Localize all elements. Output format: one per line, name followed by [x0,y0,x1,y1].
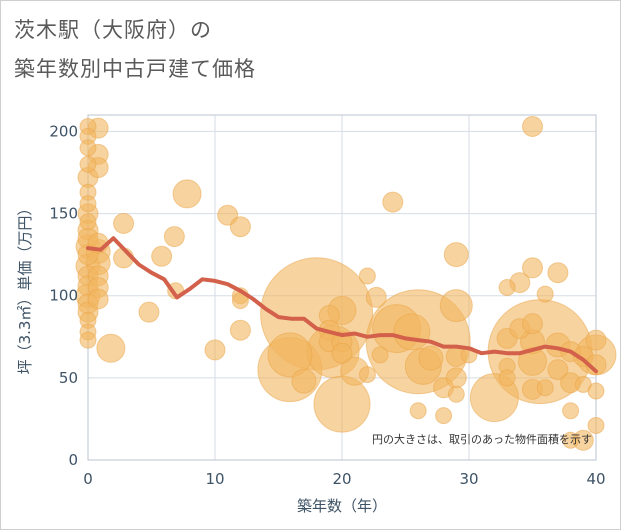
bubble [229,319,251,341]
bubble [365,286,387,308]
bubble [331,342,353,364]
x-tick-labels: 0 10 20 30 40 [83,470,605,488]
y-tick-label: 200 [49,122,78,140]
bubble [163,226,185,248]
trend-line [86,236,598,374]
bubble [358,366,376,384]
chart-title-line1: 茨木駅（大阪府）の [14,18,212,42]
bubble [291,368,317,394]
bubble [79,139,97,157]
bubble [587,382,605,400]
bubble [498,279,516,296]
bubble [547,262,569,284]
bubble [547,359,569,381]
chart-title-line2: 築年数別中古戸建て価格 [14,57,256,81]
bubble [229,216,251,238]
bubble [522,313,543,335]
bubble [445,367,467,389]
bubble [204,339,226,361]
bubble [371,346,389,364]
bubble [498,369,516,387]
bubble [79,195,97,213]
bubble [393,313,431,351]
bubble [522,257,543,279]
bubble [585,329,607,351]
bubble [79,155,97,173]
bubble-layer [75,116,617,451]
y-tick-label: 100 [49,287,78,305]
x-tick-label: 10 [205,470,224,488]
bubble [435,407,453,425]
bubble [79,213,97,231]
y-tick-label: 0 [68,451,78,469]
bubble [522,116,543,137]
bubble [79,331,97,349]
bubble [113,212,135,234]
x-tick-label: 40 [586,470,605,488]
bubble [562,431,580,449]
bubble [447,385,465,403]
bubble [418,345,444,371]
bubble [96,333,126,363]
bubble-size-note: 円の大きさは、取引のあった物件面積を示す [372,432,592,446]
bubble [358,267,376,285]
bubble [313,375,371,433]
y-tick-label: 50 [59,369,78,387]
bubble [151,245,173,267]
y-tick-labels: 0 50 100 150 200 [49,122,78,469]
bubble [409,402,427,420]
x-tick-label: 30 [459,470,478,488]
bubble [439,289,473,323]
bubble [562,402,580,420]
bubble [382,191,404,213]
bubble [267,332,313,378]
y-axis-label: 坪（3.3㎡）単価（万円） [16,201,34,375]
y-tick-label: 150 [49,205,78,223]
x-tick-label: 0 [83,470,93,488]
x-axis-label: 築年数（年） [297,497,387,515]
x-tick-label: 20 [332,470,351,488]
bubble [172,179,202,209]
bubble [443,242,469,268]
bubble [536,379,554,397]
bubble [138,301,160,323]
bubble [587,417,605,434]
bubble [536,285,554,303]
bubble [87,288,109,310]
